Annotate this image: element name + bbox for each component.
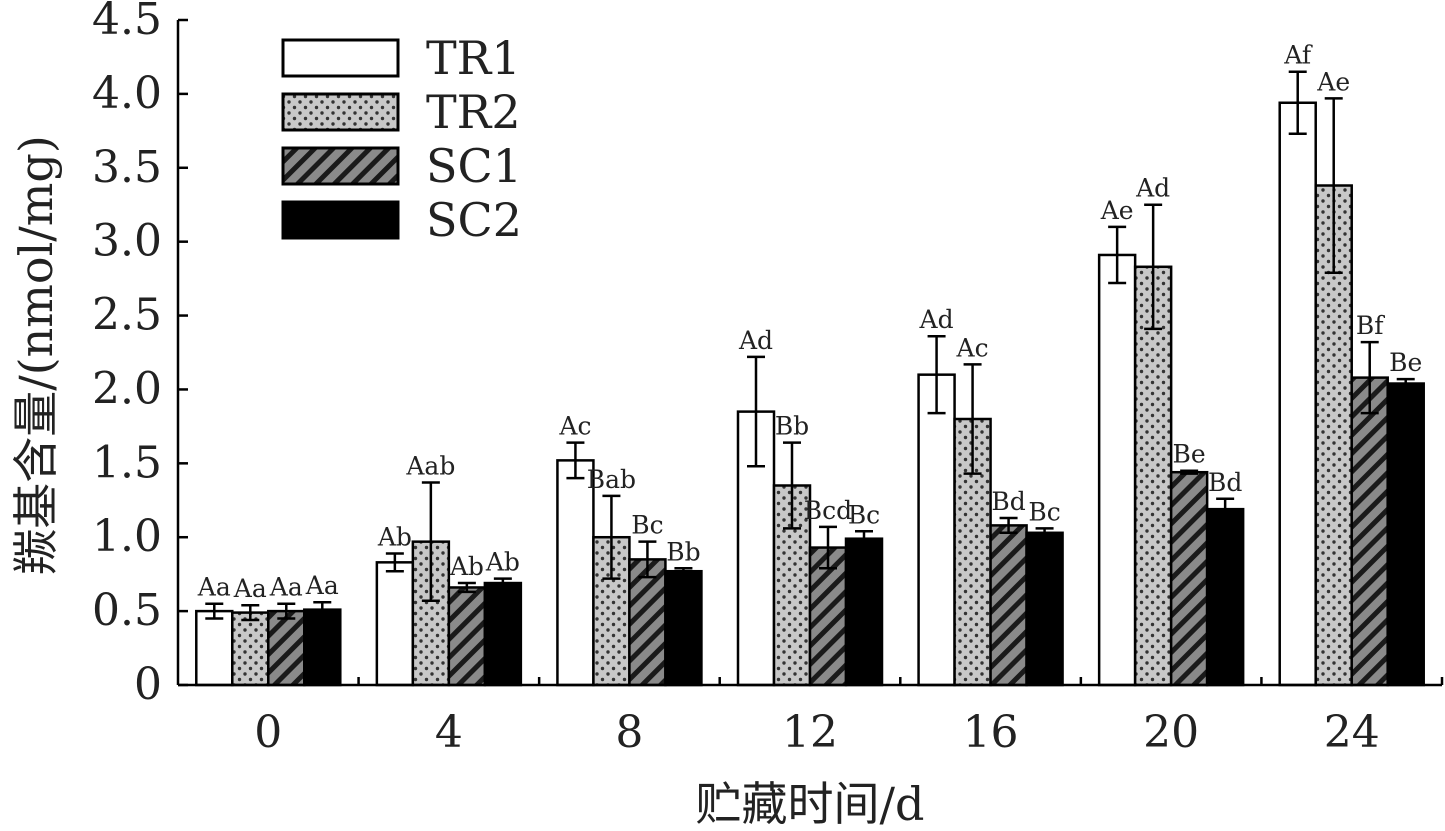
bar-significance-label: Ab	[485, 548, 520, 577]
bar-sc1	[989, 524, 1028, 687]
y-tick-label: 2.5	[92, 290, 162, 341]
bar-significance-label: Bb	[775, 412, 809, 441]
x-tick-label: 24	[1324, 707, 1380, 758]
bar-sc2	[1386, 382, 1425, 687]
y-tick-label: 3.0	[92, 216, 162, 267]
y-tick-label: 0	[134, 659, 162, 710]
bar-significance-label: Bb	[666, 537, 700, 566]
x-tick-label: 20	[1143, 707, 1199, 758]
bar-sc2	[844, 537, 884, 687]
bar-significance-label: Ac	[558, 412, 591, 441]
bar-significance-label: Ae	[1316, 67, 1350, 96]
legend-label-tr2: TR2	[426, 85, 521, 139]
bar-significance-label: Be	[1389, 348, 1422, 377]
legend-swatch-tr1	[281, 38, 400, 78]
bar-significance-label: Ab	[377, 522, 412, 551]
legend-swatch-tr2	[281, 92, 400, 132]
bar-sc1	[267, 609, 306, 687]
x-tick-label: 8	[615, 707, 643, 758]
legend-label-sc1: SC1	[426, 139, 522, 193]
bar-tr1	[195, 609, 234, 687]
bar-significance-label: Aa	[197, 573, 231, 602]
bar-significance-label: Bcd	[804, 496, 852, 525]
bar-significance-label: Ac	[956, 333, 989, 362]
y-tick-label: 3.5	[92, 142, 162, 193]
y-tick-label: 1.5	[92, 437, 162, 488]
y-tick-label: 2.0	[92, 363, 162, 414]
bar-significance-label: Bd	[1208, 468, 1242, 497]
bar-significance-label: Bd	[991, 487, 1025, 516]
bar-significance-label: Aa	[305, 571, 339, 600]
bar-sc2	[303, 608, 342, 687]
bar-significance-label: Aa	[269, 573, 303, 602]
bar-sc2	[664, 569, 703, 687]
bar-significance-label: Aab	[405, 452, 455, 481]
bar-significance-label: Ad	[1135, 174, 1170, 203]
legend-label-sc2: SC2	[426, 193, 522, 247]
bar-tr1	[736, 410, 776, 687]
bar-significance-label: Ab	[449, 552, 484, 581]
y-tick-label: 4.0	[92, 68, 162, 119]
bar-significance-label: Aa	[233, 574, 267, 603]
y-tick-label: 1.0	[92, 511, 162, 562]
bar-sc1	[808, 546, 848, 687]
bar-tr1	[375, 561, 415, 687]
y-axis-title: 羰基含量/(nmol/mg)	[9, 135, 63, 575]
bar-significance-label: Ad	[738, 326, 773, 355]
bar-sc1	[447, 586, 487, 687]
legend-swatch-sc1	[281, 146, 400, 186]
x-tick-label: 16	[963, 707, 1019, 758]
bar-sc2	[1025, 531, 1064, 687]
bar-tr1	[1097, 253, 1137, 687]
bar-tr2	[231, 611, 270, 687]
x-tick-label: 12	[782, 707, 838, 758]
bar-significance-label: Ad	[919, 305, 954, 334]
bar-sc2	[483, 581, 523, 687]
bar-sc2	[1205, 507, 1245, 687]
y-tick-label: 0.5	[92, 585, 162, 636]
axes-group: 0 0.5 1.0 1.5 2.0 2.5 3.0 3.5 4.0 4.5 0 4 8 12 16 20 24	[92, 0, 1444, 758]
bar-tr1	[1278, 101, 1317, 687]
bar-significance-label: Bc	[1028, 497, 1060, 526]
x-axis-title: 贮藏时间/d	[696, 777, 925, 831]
x-tick-label: 0	[254, 707, 282, 758]
bar-sc1	[1350, 376, 1389, 687]
bar-significance-label: Be	[1173, 440, 1206, 469]
x-tick-label: 4	[435, 707, 463, 758]
bar-significance-label: Bc	[631, 511, 663, 540]
bar-significance-label: Bf	[1356, 311, 1385, 340]
bar-tr1	[556, 459, 595, 687]
bar-significance-label: Bab	[587, 465, 636, 494]
bar-significance-label: Ae	[1100, 196, 1134, 225]
legend-label-tr1: TR1	[426, 31, 521, 85]
bar-significance-label: Af	[1283, 41, 1313, 70]
bar-sc1	[1169, 470, 1209, 687]
legend-swatch-sc2	[281, 200, 400, 240]
bar-tr1	[917, 373, 956, 687]
y-tick-label: 4.5	[92, 0, 162, 45]
bar-significance-label: Bc	[848, 500, 880, 529]
